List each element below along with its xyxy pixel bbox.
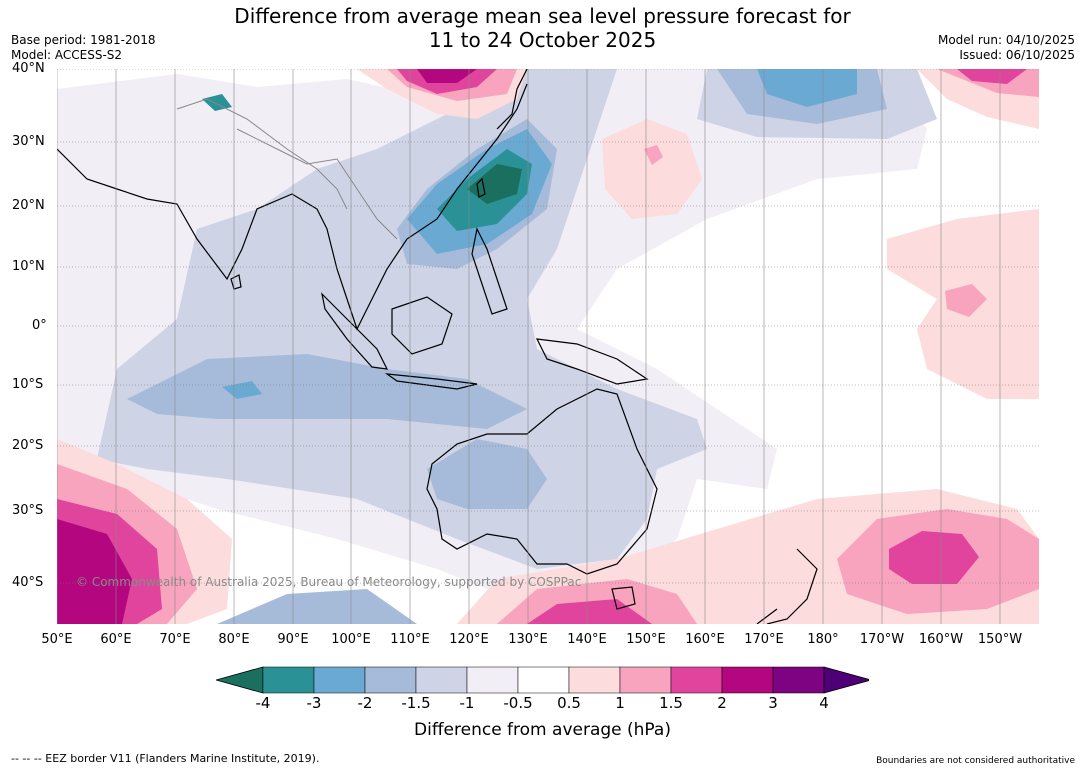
lon-label: 70°E — [159, 632, 191, 647]
coastline-japan — [496, 69, 528, 130]
lon-label: 170°E — [744, 632, 784, 647]
colorbar-tick-label: -2 — [357, 694, 373, 712]
anomaly-region-pos3-japan — [417, 69, 477, 83]
model-run: Model run: 04/10/2025 — [937, 33, 1075, 47]
coastline-sri-lanka — [230, 274, 242, 290]
colorbar-swatch — [313, 666, 366, 694]
border-china — [236, 128, 398, 240]
colorbar-swatch — [568, 666, 621, 694]
colorbar-tick-label: -3 — [306, 694, 322, 712]
anomaly-region-neg15-south-indian — [127, 354, 527, 429]
colorbar-arrow-high — [823, 666, 869, 694]
lat-label: 0° — [32, 318, 47, 333]
title-line-2: 11 to 24 October 2025 — [428, 28, 657, 52]
anomaly-region-pos1-east-pacific — [945, 284, 987, 317]
anomaly-region-pos2-south — [527, 599, 652, 624]
lon-label: 150°E — [626, 632, 666, 647]
anomaly-region-neg2-north — [757, 69, 857, 107]
coastline-philippines — [471, 227, 508, 315]
anomaly-region-pos05-central-pacific — [602, 119, 702, 219]
lon-label: 120°E — [449, 632, 489, 647]
coastline-taiwan — [476, 177, 486, 198]
meta-left: Base period: 1981-2018 Model: ACCESS-S2 — [11, 33, 156, 63]
colorbar-tick-label: 0.5 — [557, 694, 581, 712]
longitude-gridlines — [57, 69, 1001, 624]
anomaly-region-pos2-south-pacific — [889, 531, 979, 584]
colorbar-swatch — [364, 666, 417, 694]
colorbar-swatch — [466, 666, 519, 694]
title-line-1: Difference from average mean sea level p… — [234, 4, 851, 28]
lon-label: 50°E — [41, 632, 73, 647]
colorbar-tick-label: 4 — [819, 694, 829, 712]
lat-label: 10°N — [12, 259, 45, 274]
colorbar-tick-label: -1.5 — [401, 694, 431, 712]
lat-label: 40°S — [12, 575, 44, 590]
lon-label: 160°W — [918, 632, 964, 647]
lon-label: 100°E — [331, 632, 371, 647]
country-borders — [176, 98, 398, 240]
coastline-australia — [426, 388, 658, 575]
lon-label: 90°E — [277, 632, 309, 647]
coastlines — [57, 69, 818, 624]
colorbar-arrow-low — [216, 666, 264, 694]
border-india — [176, 98, 348, 210]
lat-label: 30°S — [12, 503, 44, 518]
coastline-java — [384, 373, 478, 390]
lat-label: 20°N — [12, 198, 45, 213]
colorbar-swatch — [670, 666, 723, 694]
boundaries-disclaimer: Boundaries are not considered authoritat… — [876, 756, 1075, 766]
lon-label: 140°E — [567, 632, 607, 647]
colorbar-swatch — [517, 666, 570, 694]
lat-label: 20°S — [12, 438, 44, 453]
anomaly-region-pos2-north-pacific — [957, 69, 1027, 84]
lon-label: 80°E — [218, 632, 250, 647]
anomaly-region-pos1-central-pacific — [644, 145, 663, 165]
anomaly-region-neg2-indian — [222, 381, 262, 399]
coastline-tasmania — [611, 586, 636, 610]
colorbar-tick-label: 3 — [768, 694, 778, 712]
anomaly-region-pos3-southwest — [57, 519, 132, 624]
anomaly-region-neg3-himalaya — [202, 94, 232, 111]
coastline-sumatra — [321, 292, 389, 370]
colorbar-tick-label: 1.5 — [659, 694, 683, 712]
lon-label: 180° — [807, 632, 839, 647]
lat-label: 30°N — [12, 134, 45, 149]
colorbar-swatch — [262, 666, 315, 694]
colorbar-swatch — [772, 666, 825, 694]
map-copyright: © Commonwealth of Australia 2025, Bureau… — [76, 575, 582, 589]
colorbar-swatch — [721, 666, 774, 694]
colorbar-tick-label: 2 — [717, 694, 727, 712]
lat-label: 10°S — [12, 377, 44, 392]
colorbar — [216, 666, 869, 694]
lon-label: 170°W — [859, 632, 905, 647]
lon-label: 110°E — [390, 632, 430, 647]
issued-date: Issued: 06/10/2025 — [959, 48, 1075, 62]
anomaly-region-neg1-main — [97, 69, 707, 569]
lat-label: 40°N — [12, 61, 45, 76]
coastline-new-guinea — [535, 338, 649, 385]
anomaly-region-neg15-south — [217, 589, 417, 624]
lon-label: 130°E — [508, 632, 548, 647]
anomaly-region-neg4-east-asia — [467, 164, 522, 204]
colorbar-tick-label: -1 — [459, 694, 475, 712]
anomaly-region-neg15-australia — [427, 439, 547, 509]
colorbar-swatch — [619, 666, 672, 694]
lon-label: 60°E — [100, 632, 132, 647]
coastline-asia — [57, 83, 528, 331]
coastline-borneo — [391, 296, 453, 355]
meta-right: Model run: 04/10/2025 Issued: 06/10/2025 — [938, 33, 1075, 63]
eez-border-note: -- -- -- EEZ border V11 (Flanders Marine… — [11, 752, 320, 765]
colorbar-tick-label: -0.5 — [503, 694, 533, 712]
model-name: Model: ACCESS-S2 — [11, 48, 123, 62]
coastline-new-zealand — [756, 548, 818, 624]
lon-label: 160°E — [685, 632, 725, 647]
pressure-anomaly-map — [57, 69, 1039, 624]
base-period: Base period: 1981-2018 — [11, 33, 156, 47]
chart-title: Difference from average mean sea level p… — [0, 4, 1085, 52]
colorbar-title: Difference from average (hPa) — [414, 720, 671, 740]
lon-label: 150°W — [977, 632, 1023, 647]
colorbar-swatch — [415, 666, 468, 694]
colorbar-tick-label: -4 — [255, 694, 271, 712]
colorbar-tick-label: 1 — [615, 694, 625, 712]
